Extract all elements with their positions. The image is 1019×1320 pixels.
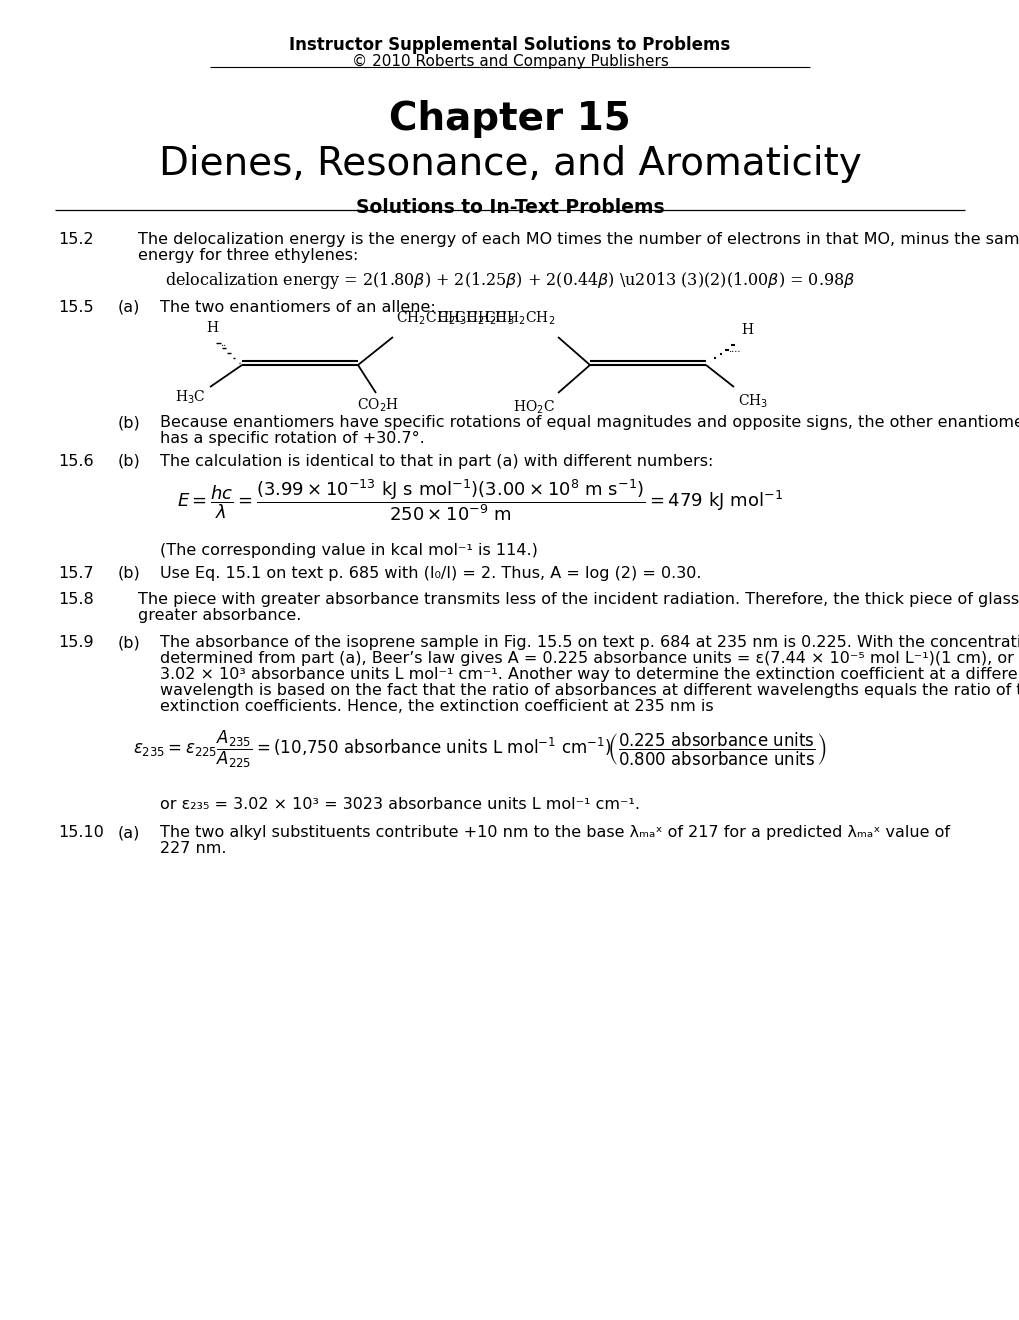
Text: CH$_2$CH$_2$CH$_2$CH$_3$: CH$_2$CH$_2$CH$_2$CH$_3$ [395, 310, 514, 327]
Text: 15.2: 15.2 [58, 232, 94, 247]
Text: (a): (a) [118, 825, 141, 840]
Text: (b): (b) [118, 454, 141, 469]
Text: 15.6: 15.6 [58, 454, 94, 469]
Text: CH$_3$CH$_2$CH$_2$CH$_2$: CH$_3$CH$_2$CH$_2$CH$_2$ [436, 310, 554, 327]
Text: Solutions to In-Text Problems: Solutions to In-Text Problems [356, 198, 663, 216]
Text: (b): (b) [118, 414, 141, 430]
Text: greater absorbance.: greater absorbance. [138, 609, 301, 623]
Text: energy for three ethylenes:: energy for three ethylenes: [138, 248, 358, 263]
Text: HO$_2$C: HO$_2$C [513, 399, 554, 416]
Text: 15.9: 15.9 [58, 635, 94, 649]
Text: $\varepsilon_{235} = \varepsilon_{225}\dfrac{A_{235}}{A_{225}} = (10{,}750\ \mat: $\varepsilon_{235} = \varepsilon_{225}\d… [133, 729, 825, 770]
Text: The piece with greater absorbance transmits less of the incident radiation. Ther: The piece with greater absorbance transm… [138, 591, 1019, 607]
Text: Dienes, Resonance, and Aromaticity: Dienes, Resonance, and Aromaticity [159, 145, 860, 183]
Text: (b): (b) [118, 566, 141, 581]
Text: 15.5: 15.5 [58, 300, 94, 315]
Text: ..: .. [220, 338, 226, 347]
Text: © 2010 Roberts and Company Publishers: © 2010 Roberts and Company Publishers [352, 54, 667, 69]
Text: has a specific rotation of +30.7°.: has a specific rotation of +30.7°. [160, 432, 424, 446]
Text: (a): (a) [118, 300, 141, 315]
Text: determined from part (a), Beer’s law gives A = 0.225 absorbance units = ε(7.44 ×: determined from part (a), Beer’s law giv… [160, 651, 1019, 667]
Text: The two alkyl substituents contribute +10 nm to the base λₘₐˣ of 217 for a predi: The two alkyl substituents contribute +1… [160, 825, 949, 840]
Text: CH$_3$: CH$_3$ [738, 393, 767, 411]
Text: The two enantiomers of an allene:: The two enantiomers of an allene: [160, 300, 435, 315]
Text: (b): (b) [118, 635, 141, 649]
Text: delocalization energy = 2(1.80$\beta$) + 2(1.25$\beta$) + 2(0.44$\beta$) \u2013 : delocalization energy = 2(1.80$\beta$) +… [165, 271, 854, 290]
Text: 3.02 × 10³ absorbance units L mol⁻¹ cm⁻¹. Another way to determine the extinctio: 3.02 × 10³ absorbance units L mol⁻¹ cm⁻¹… [160, 667, 1019, 682]
Text: CO$_2$H: CO$_2$H [357, 397, 398, 414]
Text: 15.7: 15.7 [58, 566, 94, 581]
Text: wavelength is based on the fact that the ratio of absorbances at different wavel: wavelength is based on the fact that the… [160, 682, 1019, 698]
Text: ....: .... [728, 345, 740, 354]
Text: Chapter 15: Chapter 15 [388, 100, 631, 139]
Text: or ε₂₃₅ = 3.02 × 10³ = 3023 absorbance units L mol⁻¹ cm⁻¹.: or ε₂₃₅ = 3.02 × 10³ = 3023 absorbance u… [160, 797, 639, 812]
Text: The absorbance of the isoprene sample in Fig. 15.5 on text p. 684 at 235 nm is 0: The absorbance of the isoprene sample in… [160, 635, 1019, 649]
Text: H$_3$C: H$_3$C [175, 389, 206, 407]
Text: 227 nm.: 227 nm. [160, 841, 226, 855]
Text: $E = \dfrac{hc}{\lambda} = \dfrac{(3.99 \times 10^{-13}\ \mathrm{kJ\ s\ mol}^{-1: $E = \dfrac{hc}{\lambda} = \dfrac{(3.99 … [177, 477, 783, 523]
Text: H: H [206, 321, 218, 335]
Text: The delocalization energy is the energy of each MO times the number of electrons: The delocalization energy is the energy … [138, 232, 1019, 247]
Text: Because enantiomers have specific rotations of equal magnitudes and opposite sig: Because enantiomers have specific rotati… [160, 414, 1019, 430]
Text: (The corresponding value in kcal mol⁻¹ is 114.): (The corresponding value in kcal mol⁻¹ i… [160, 543, 537, 558]
Text: Instructor Supplemental Solutions to Problems: Instructor Supplemental Solutions to Pro… [289, 36, 730, 54]
Text: H: H [740, 323, 752, 337]
Text: 15.8: 15.8 [58, 591, 94, 607]
Text: extinction coefficients. Hence, the extinction coefficient at 235 nm is: extinction coefficients. Hence, the exti… [160, 700, 713, 714]
Text: 15.10: 15.10 [58, 825, 104, 840]
Text: The calculation is identical to that in part (a) with different numbers:: The calculation is identical to that in … [160, 454, 712, 469]
Text: Use Eq. 15.1 on text p. 685 with (I₀/I) = 2. Thus, A = log (2) = 0.30.: Use Eq. 15.1 on text p. 685 with (I₀/I) … [160, 566, 701, 581]
